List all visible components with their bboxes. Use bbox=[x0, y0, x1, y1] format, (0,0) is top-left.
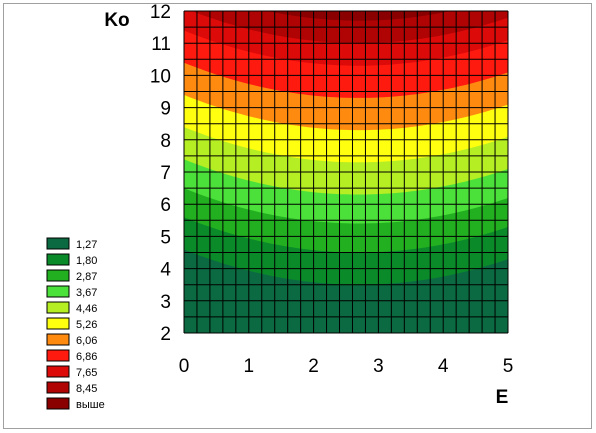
y-tick-label: 11 bbox=[151, 34, 171, 55]
legend-swatch bbox=[46, 365, 70, 378]
y-tick-label: 9 bbox=[160, 99, 171, 120]
x-axis-label: E bbox=[496, 387, 509, 408]
grid-lines bbox=[183, 10, 509, 334]
x-tick-label: 4 bbox=[438, 356, 449, 377]
y-tick-label: 2 bbox=[160, 324, 171, 345]
legend-label: 1,27 bbox=[76, 239, 97, 251]
legend-swatch bbox=[46, 269, 70, 282]
legend-swatch bbox=[46, 237, 70, 250]
contour-band-0 bbox=[184, 249, 508, 333]
y-tick-label: 7 bbox=[160, 163, 171, 184]
legend-label: 3,67 bbox=[76, 287, 97, 299]
y-tick-label: 12 bbox=[150, 2, 171, 23]
legend-label: 1,80 bbox=[76, 255, 97, 267]
legend-swatch bbox=[46, 349, 70, 362]
y-axis-label: Ko bbox=[104, 10, 129, 31]
legend-label: 5,26 bbox=[76, 319, 97, 331]
legend-label: 4,46 bbox=[76, 303, 97, 315]
legend: 1,27 1,80 2,87 3,67 4,46 5,26 6,06 6,86 7,65 8,45… bbox=[46, 237, 105, 411]
legend-swatch bbox=[46, 301, 70, 314]
legend-label: 6,86 bbox=[76, 351, 97, 363]
chart-frame bbox=[3, 3, 592, 429]
legend-swatch bbox=[46, 397, 70, 410]
legend-swatch bbox=[46, 333, 70, 346]
x-tick-label: 5 bbox=[503, 356, 514, 377]
y-tick-label: 6 bbox=[160, 195, 171, 216]
y-tick-label: 5 bbox=[160, 227, 171, 248]
legend-label: 8,45 bbox=[76, 383, 97, 395]
legend-label: 6,06 bbox=[76, 335, 97, 347]
legend-swatch bbox=[46, 285, 70, 298]
legend-swatch bbox=[46, 381, 70, 394]
legend-swatch bbox=[46, 253, 70, 266]
x-tick-labels: 0 1 2 3 4 5 bbox=[179, 356, 514, 377]
legend-label: 7,65 bbox=[76, 367, 97, 379]
y-tick-label: 8 bbox=[160, 131, 171, 152]
x-tick-label: 1 bbox=[244, 356, 255, 377]
y-tick-label: 3 bbox=[160, 292, 171, 313]
legend-label: выше bbox=[76, 399, 105, 411]
contour-bands bbox=[184, 11, 508, 333]
x-tick-label: 2 bbox=[308, 356, 319, 377]
y-tick-label: 4 bbox=[160, 260, 171, 281]
legend-label: 2,87 bbox=[76, 271, 97, 283]
legend-swatch bbox=[46, 317, 70, 330]
x-tick-label: 0 bbox=[179, 356, 190, 377]
y-tick-label: 10 bbox=[150, 66, 171, 87]
x-tick-label: 3 bbox=[373, 356, 384, 377]
y-tick-labels: 2 3 4 5 6 7 8 9 10 11 12 bbox=[150, 2, 172, 345]
